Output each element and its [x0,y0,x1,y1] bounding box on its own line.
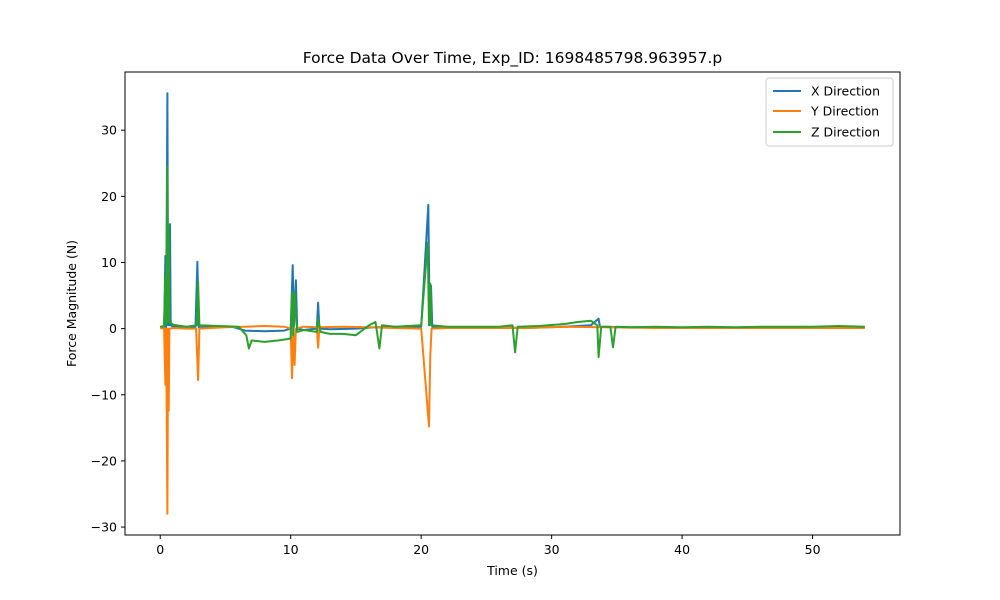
legend-label-z: Z Direction [811,125,880,140]
x-tick-label: 10 [283,542,299,557]
x-tick-label: 20 [413,542,429,557]
x-tick-label: 30 [544,542,560,557]
legend: X Direction Y Direction Z Direction [765,77,894,147]
y-tick-label: 30 [101,123,117,138]
x-axis: 0 10 20 30 40 50 [156,535,821,557]
y-tick-label: −30 [91,520,117,535]
series-line-y-direction [160,325,865,515]
y-tick-label: −10 [91,387,117,402]
x-tick-label: 50 [805,542,821,557]
chart-title: Force Data Over Time, Exp_ID: 1698485798… [303,49,722,68]
y-axis: −30 −20 −10 0 10 20 30 [91,123,125,535]
x-axis-label: Time (s) [486,563,538,578]
y-tick-label: 20 [101,189,117,204]
x-tick-label: 0 [156,542,164,557]
y-tick-label: 0 [109,321,117,336]
plot-lines [160,92,865,515]
plot-area-frame [124,71,901,536]
y-tick-label: 10 [101,255,117,270]
y-axis-label: Force Magnitude (N) [64,240,79,367]
series-line-z-direction [160,165,865,359]
legend-label-x: X Direction [811,84,880,99]
legend-label-y: Y Direction [810,104,879,119]
x-tick-label: 40 [674,542,690,557]
legend-box [765,77,894,147]
y-tick-label: −20 [91,453,117,468]
